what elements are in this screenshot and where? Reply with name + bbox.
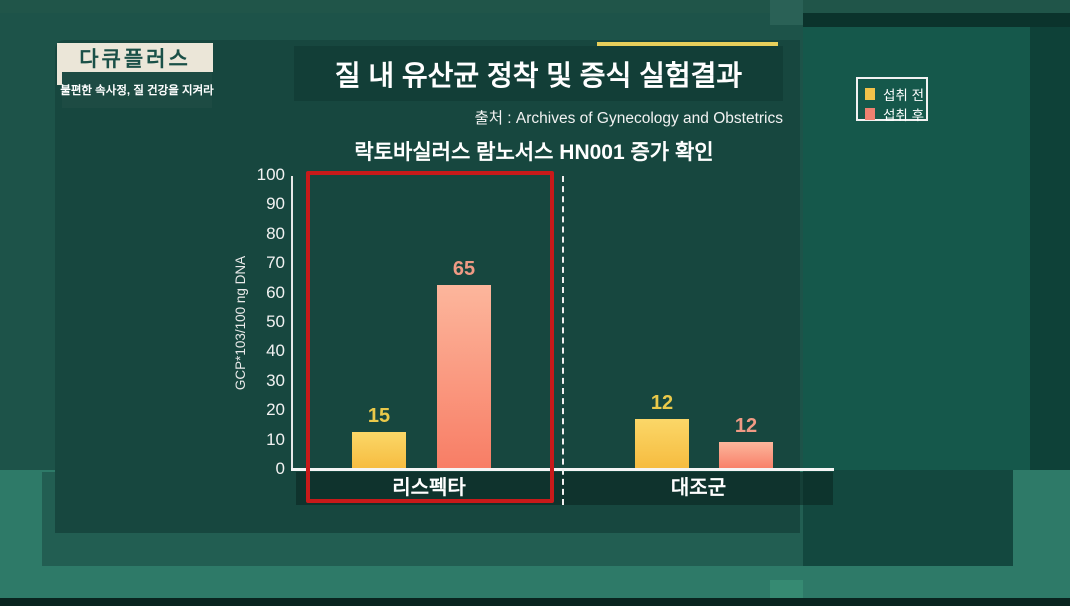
legend-swatch-yellow [865,88,875,100]
y-tick-label: 90 [266,194,285,214]
y-tick-label: 30 [266,370,285,390]
y-tick-label: 100 [256,165,285,184]
program-badge: 다큐플러스 [57,43,213,72]
y-tick-label: 20 [266,400,285,420]
page-title: 질 내 유산균 정착 및 증식 실험결과 [294,46,783,101]
bar-value-label: 15 [367,404,391,427]
y-axis-line [291,176,293,470]
y-tick-label: 60 [266,282,285,302]
title-accent-line [597,42,778,46]
bar-value-label: 65 [452,257,476,280]
bar-after-group1 [437,284,491,470]
backdrop-under-chart [803,470,1013,566]
bar-after-group2 [719,442,773,470]
bar-value-label: 12 [650,391,674,414]
bar-before-group1 [352,431,406,470]
y-tick-label: 10 [266,429,285,449]
plot-area: 15 12 65 12 [293,176,834,470]
category-label-control: 대조군 [670,477,727,499]
backdrop-bottom-strip [0,598,1070,606]
chart-title: 락토바실러스 람노서스 HN001 증가 확인 [354,141,714,164]
category-label-respecta: 리스펙타 [392,477,466,499]
legend-label-before: 섭취 전 [883,88,925,103]
y-tick-label: 40 [266,341,285,361]
bar-before-group2 [635,418,689,470]
legend-item-after: 섭취 후 [865,104,924,124]
y-tick-label: 0 [275,459,285,478]
program-badge-tab [57,72,62,85]
y-tick-label: 70 [266,253,285,273]
chart-legend: 섭취 전 섭취 후 [856,77,928,124]
y-tick-label: 80 [266,223,285,243]
source-citation: 출처 : Archives of Gynecology and Obstetri… [474,110,783,127]
y-tick-label: 50 [266,312,285,331]
bar-value-label: 12 [734,415,758,438]
legend-swatch-salmon [865,108,875,120]
highlight-box [306,171,554,503]
backdrop-top-band [0,0,1070,13]
legend-label-after: 섭취 후 [883,108,925,123]
episode-subtitle: 불편한 속사정, 질 건강을 지켜라 [60,72,214,108]
legend-item-before: 섭취 전 [865,84,924,104]
group-separator-line [562,176,564,505]
backdrop-accent-rect [770,0,803,25]
